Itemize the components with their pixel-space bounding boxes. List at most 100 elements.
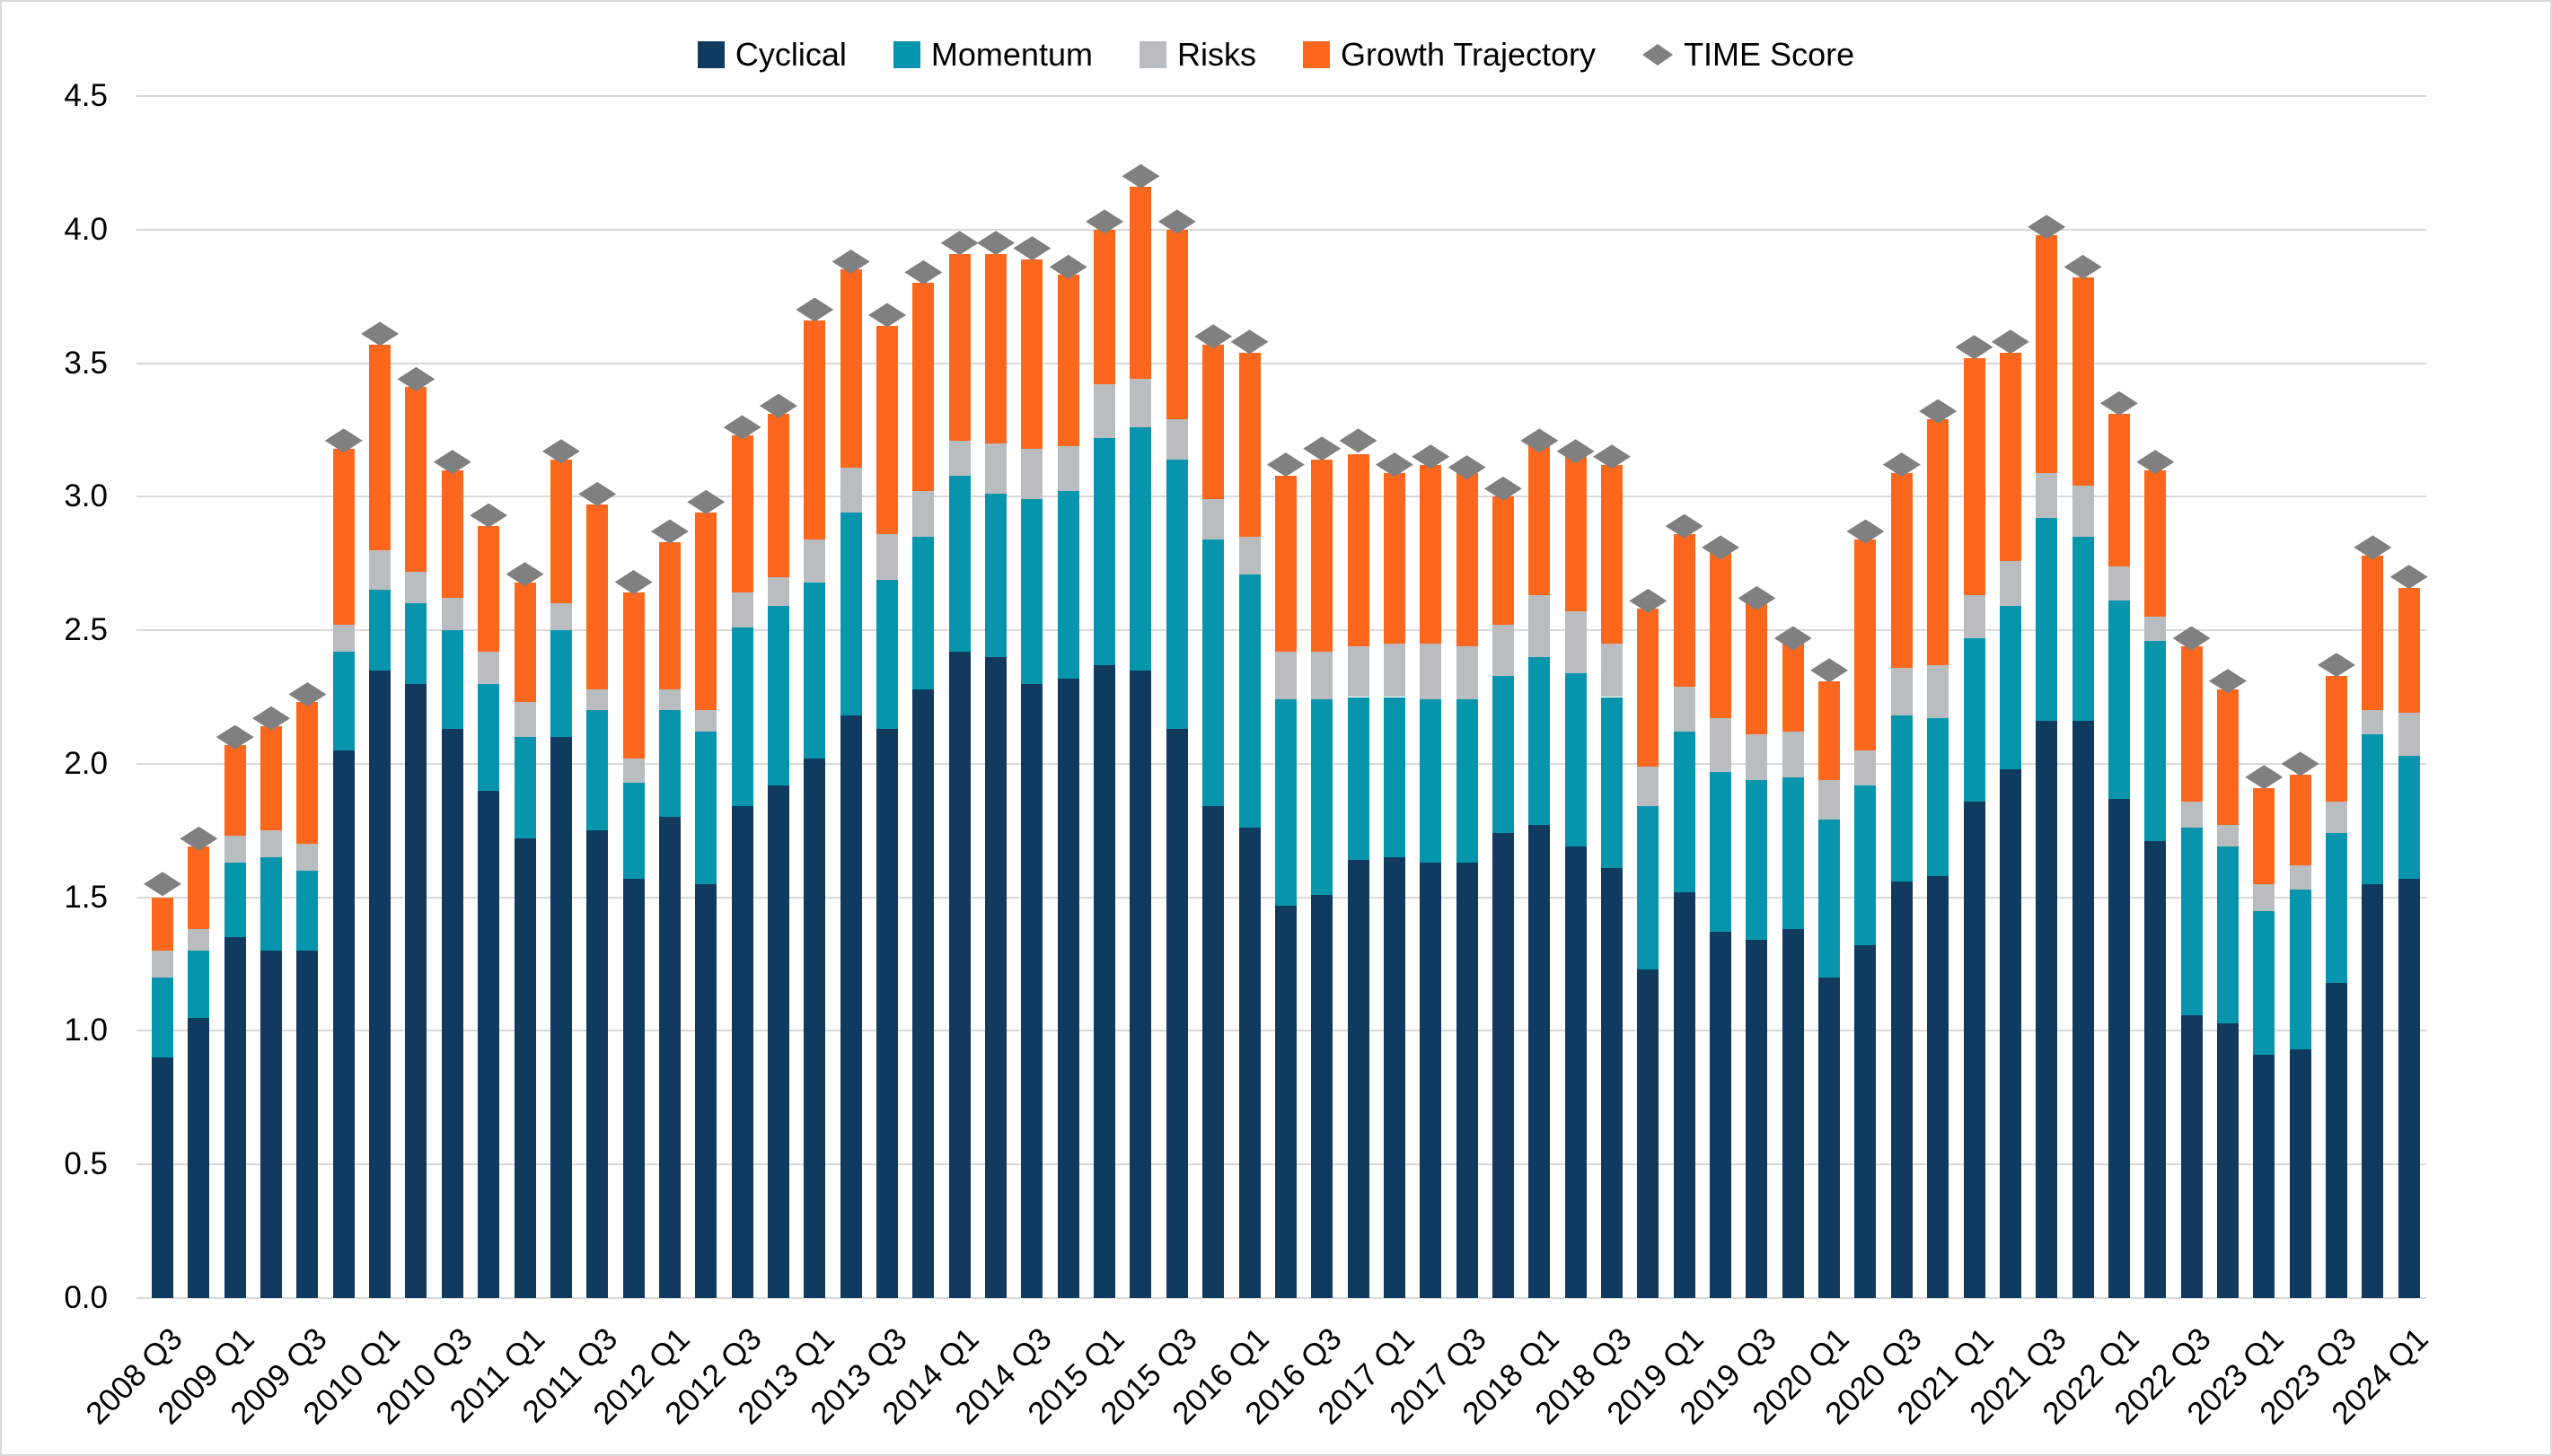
y-axis-tick-label: 0.5 <box>64 1146 108 1182</box>
bar-segment-growth-trajectory <box>441 469 463 599</box>
time-score-marker <box>288 682 327 707</box>
time-score-marker <box>940 231 979 256</box>
bar-segment-momentum <box>1094 437 1116 665</box>
bar-segment-cyclical <box>2289 1049 2311 1298</box>
bar-segment-momentum <box>441 630 463 730</box>
bar-segment-risks <box>1166 419 1188 460</box>
bar-segment-growth-trajectory <box>2326 675 2347 802</box>
bar-segment-risks <box>622 758 645 783</box>
time-score-marker <box>578 481 617 506</box>
bar-segment-risks <box>2036 472 2058 519</box>
time-score-marker <box>1266 452 1305 478</box>
bar-segment-growth-trajectory <box>2216 689 2239 826</box>
bar-segment-cyclical <box>1492 833 1514 1298</box>
bar-segment-cyclical <box>188 1017 210 1298</box>
bar-segment-momentum <box>876 579 898 730</box>
bar-segment-growth-trajectory <box>1782 643 1804 732</box>
y-axis-tick-label: 2.0 <box>64 745 108 781</box>
bar-segment-cyclical <box>767 785 789 1298</box>
legend-label: Growth Trajectory <box>1340 36 1597 73</box>
bar-segment-cyclical <box>1383 857 1405 1298</box>
bar-segment-momentum <box>514 737 536 839</box>
bar-segment-risks <box>478 651 500 684</box>
bar-segment-cyclical <box>332 750 355 1298</box>
legend-item-cyclical: Cyclical <box>697 36 847 74</box>
bar-segment-momentum <box>840 513 862 716</box>
bar-segment-growth-trajectory <box>767 414 789 577</box>
bar-segment-momentum <box>1601 697 1623 868</box>
bar-segment-momentum <box>1021 499 1043 684</box>
bar-segment-cyclical <box>731 806 753 1298</box>
bar-segment-risks <box>260 830 283 858</box>
bar-segment-growth-trajectory <box>1564 456 1587 612</box>
bar-segment-cyclical <box>586 830 609 1298</box>
bar-segment-risks <box>1528 595 1551 657</box>
bar-segment-cyclical <box>1274 905 1297 1298</box>
bar-segment-cyclical <box>2326 982 2347 1298</box>
bar-segment-growth-trajectory <box>332 448 355 626</box>
bar-segment-momentum <box>658 710 681 818</box>
bar-segment-momentum <box>152 977 173 1058</box>
bar-segment-risks <box>1383 643 1405 697</box>
bar-segment-risks <box>1094 384 1116 438</box>
bar-segment-momentum <box>1746 779 1768 941</box>
time-score-marker <box>1230 329 1269 355</box>
bar-segment-risks <box>1238 536 1261 575</box>
bar-segment-risks <box>332 625 355 652</box>
bar-segment-growth-trajectory <box>2180 645 2203 802</box>
bar-segment-momentum <box>1890 715 1913 881</box>
bar-segment-growth-trajectory <box>1492 496 1514 626</box>
bar-segment-growth-trajectory <box>1854 539 1877 750</box>
bar-segment-cyclical <box>1601 867 1623 1298</box>
bar-segment-momentum <box>550 630 572 738</box>
bar-segment-growth-trajectory <box>2398 587 2420 714</box>
time-score-marker <box>614 570 653 595</box>
time-score-marker <box>687 489 726 514</box>
time-score-marker <box>723 415 761 440</box>
bar-segment-momentum <box>804 582 826 759</box>
bar-segment-growth-trajectory <box>1057 275 1079 446</box>
time-score-marker <box>2389 565 2428 590</box>
bar-segment-growth-trajectory <box>985 253 1008 443</box>
bar-segment-cyclical <box>1420 862 1442 1298</box>
bar-segment-risks <box>2108 566 2130 601</box>
bar-segment-momentum <box>188 951 210 1018</box>
bar-segment-momentum <box>1383 697 1405 858</box>
bar-segment-risks <box>586 689 609 711</box>
bar-segment-growth-trajectory <box>1637 609 1659 767</box>
bar-segment-momentum <box>622 782 645 879</box>
bar-segment-cyclical <box>1963 801 1985 1298</box>
bar-segment-risks <box>695 710 717 732</box>
bar-segment-momentum <box>1238 574 1261 829</box>
bar-segment-risks <box>1782 732 1804 777</box>
bar-segment-risks <box>731 592 753 628</box>
bar-segment-risks <box>2289 864 2311 890</box>
bar-segment-risks <box>2253 883 2275 911</box>
bar-segment-momentum <box>1818 820 1841 978</box>
bar-segment-growth-trajectory <box>912 283 935 492</box>
bar-segment-growth-trajectory <box>1601 464 1623 644</box>
bar-segment-cyclical <box>1818 977 1841 1298</box>
y-axis-tick-label: 4.0 <box>64 211 108 247</box>
legend-item-growth-trajectory: Growth Trajectory <box>1302 36 1597 74</box>
bar-segment-growth-trajectory <box>1528 445 1551 596</box>
bar-segment-growth-trajectory <box>405 387 427 572</box>
bar-segment-cyclical <box>1746 940 1768 1298</box>
gridline <box>136 228 2426 231</box>
bar-segment-risks <box>1311 651 1333 700</box>
bar-segment-growth-trajectory <box>586 504 609 689</box>
bar-segment-growth-trajectory <box>1274 475 1297 652</box>
time-score-marker <box>796 297 834 322</box>
bar-segment-risks <box>1601 643 1623 697</box>
bar-segment-momentum <box>2108 601 2130 799</box>
bar-segment-risks <box>369 549 392 591</box>
time-score-marker <box>1991 329 2029 355</box>
bar-segment-growth-trajectory <box>1311 459 1333 652</box>
bar-segment-momentum <box>1492 675 1514 834</box>
bar-segment-growth-trajectory <box>1890 472 1913 668</box>
time-score-marker <box>1049 254 1087 279</box>
bar-segment-growth-trajectory <box>2072 277 2094 487</box>
bar-segment-cyclical <box>1347 860 1369 1298</box>
bar-segment-growth-trajectory <box>622 592 645 759</box>
